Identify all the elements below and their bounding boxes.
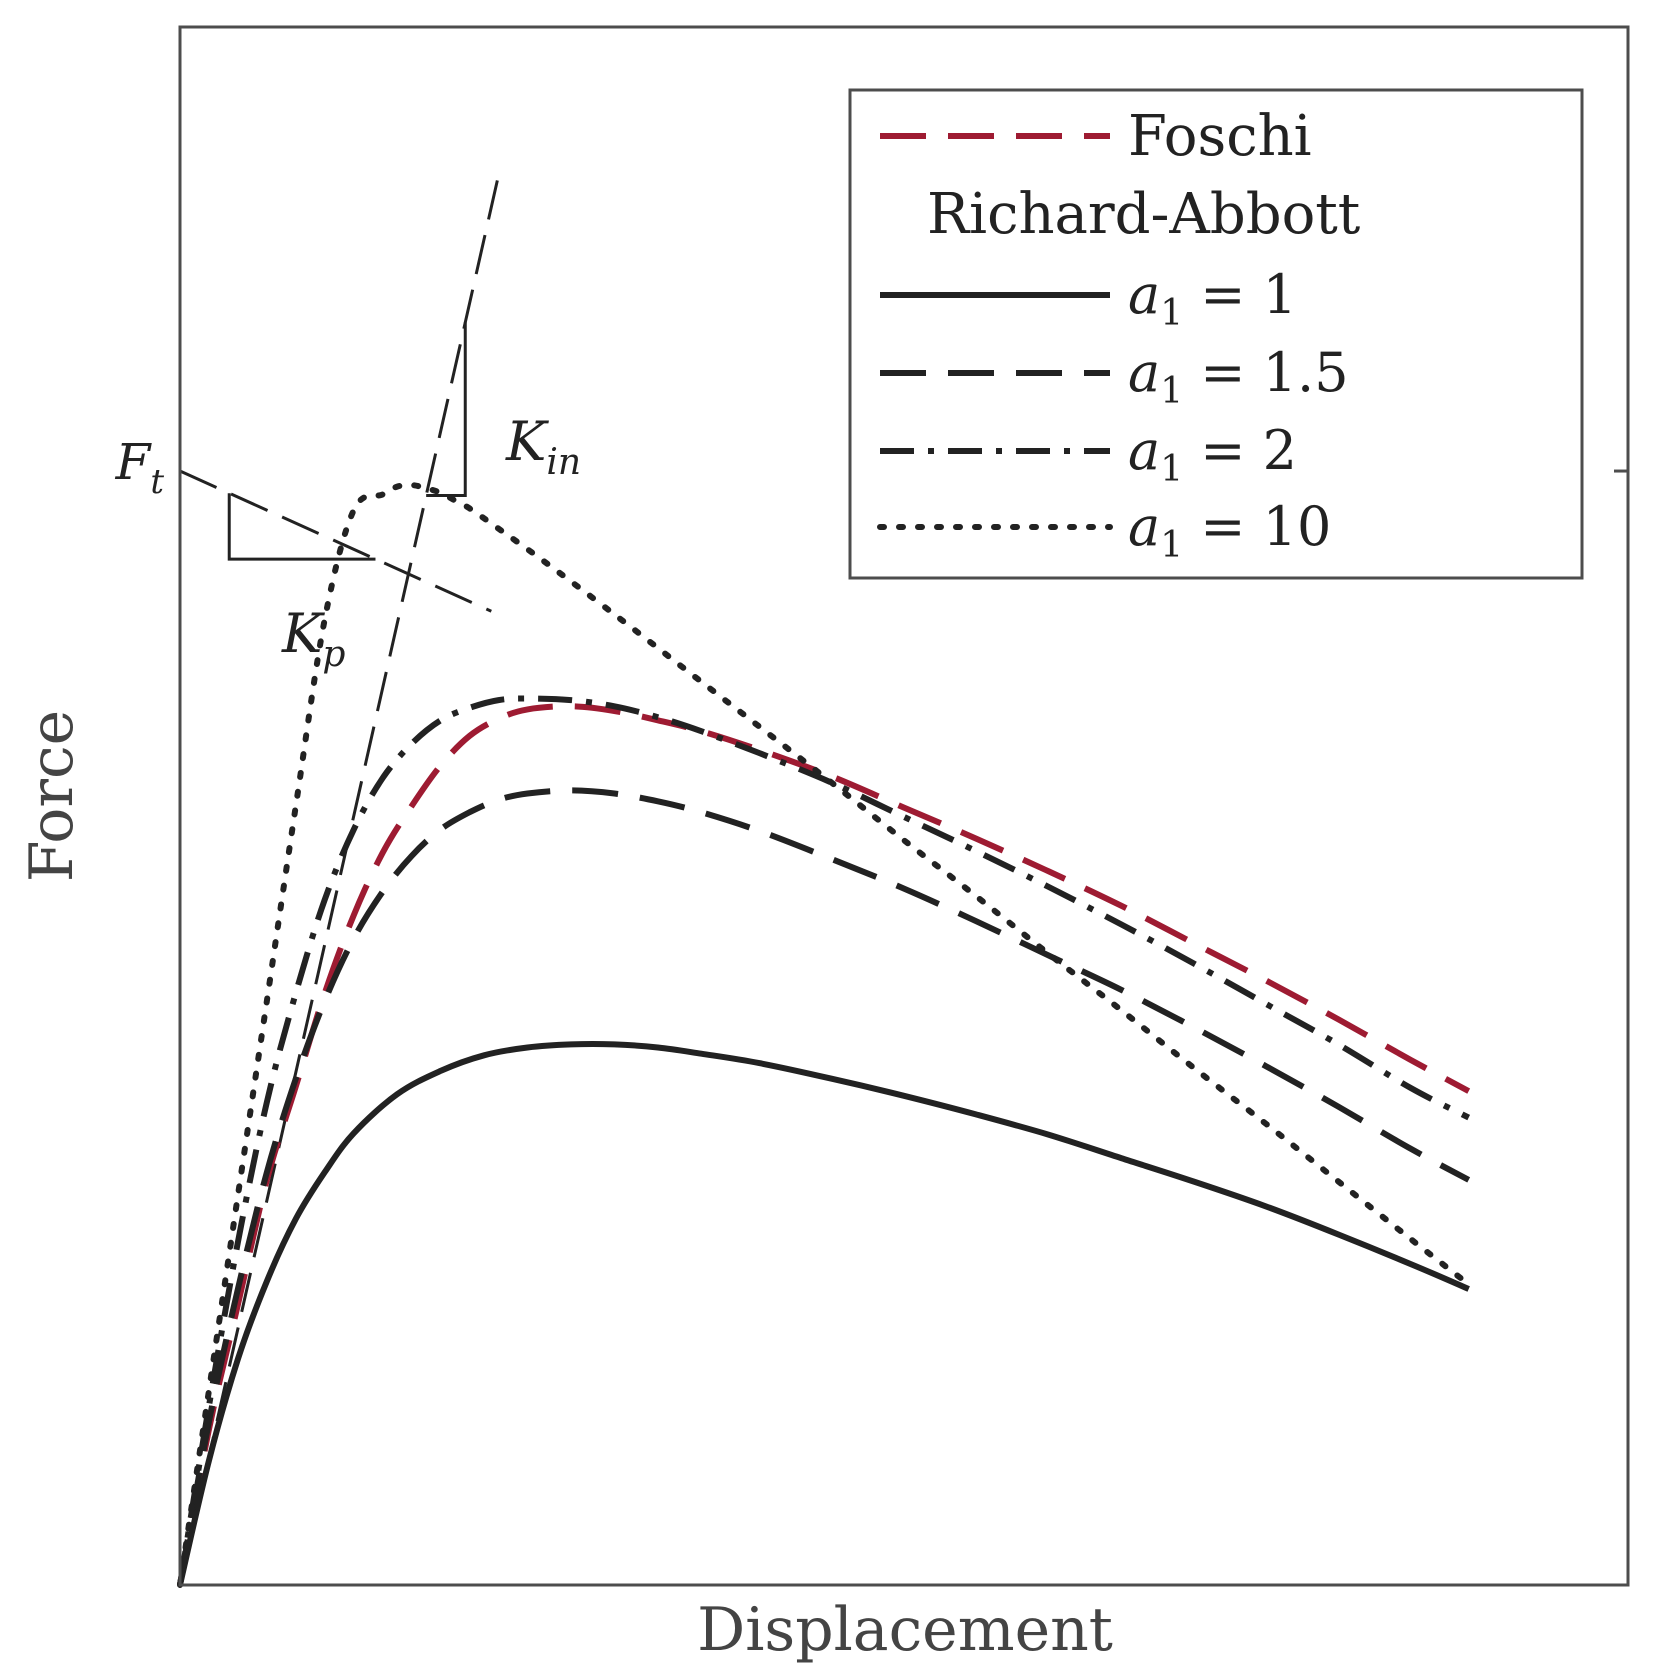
legend-label-a1-2: a1 = 2 bbox=[1128, 419, 1297, 490]
legend-a1-1-rest: = 1 bbox=[1183, 263, 1297, 326]
kp-construction-line bbox=[179, 469, 492, 613]
ft-label-main: F bbox=[115, 433, 153, 491]
legend-label-a1-10: a1 = 10 bbox=[1128, 495, 1331, 566]
legend-label-a1-1-5: a1 = 1.5 bbox=[1128, 341, 1349, 412]
construction-lines bbox=[178, 174, 501, 1586]
legend-box bbox=[848, 88, 1584, 580]
legend-heading: Richard-Abbott bbox=[927, 182, 1361, 247]
legend-a1-1-5-rest: = 1.5 bbox=[1183, 341, 1348, 404]
ft-label-sub: t bbox=[150, 462, 164, 502]
legend-a1-1-main: a bbox=[1128, 263, 1160, 326]
kp-label: Kp bbox=[281, 602, 345, 675]
kin-label-sub: in bbox=[546, 442, 581, 483]
kin-label: Kin bbox=[505, 410, 581, 483]
legend: Foschi Richard-Abbott a1 = 1 a1 = 1.5 a1… bbox=[848, 88, 1584, 580]
legend-a1-10-sub: 1 bbox=[1160, 525, 1183, 566]
kp-label-main: K bbox=[281, 602, 325, 665]
legend-a1-1-sub: 1 bbox=[1160, 293, 1183, 334]
legend-a1-1-5-main: a bbox=[1128, 341, 1160, 404]
series-layer bbox=[177, 481, 1472, 1588]
kin-construction-line bbox=[178, 174, 501, 1586]
legend-a1-2-main: a bbox=[1128, 419, 1160, 482]
series-line-a1-10 bbox=[177, 481, 1472, 1588]
kin-slope-triangle bbox=[426, 322, 467, 497]
series-line-a1-1 bbox=[177, 1041, 1470, 1586]
legend-a1-10-main: a bbox=[1128, 495, 1160, 558]
kp-slope-triangle bbox=[227, 493, 376, 561]
plot-frame bbox=[178, 25, 1630, 1587]
kin-label-main: K bbox=[505, 410, 549, 473]
legend-label-a1-1: a1 = 1 bbox=[1128, 263, 1297, 334]
legend-label-foschi: Foschi bbox=[1128, 104, 1312, 169]
ft-label: Ft bbox=[115, 433, 165, 502]
legend-a1-2-rest: = 2 bbox=[1183, 419, 1297, 482]
y-axis-label: Force bbox=[17, 710, 87, 882]
legend-a1-10-rest: = 10 bbox=[1183, 495, 1331, 558]
kp-label-sub: p bbox=[322, 634, 345, 675]
legend-a1-1-5-sub: 1 bbox=[1160, 371, 1183, 412]
series-line-a1-2 bbox=[177, 695, 1471, 1586]
legend-a1-2-sub: 1 bbox=[1160, 449, 1183, 490]
series-line-a1-1-5 bbox=[177, 787, 1471, 1586]
x-axis-label: Displacement bbox=[697, 1595, 1113, 1665]
